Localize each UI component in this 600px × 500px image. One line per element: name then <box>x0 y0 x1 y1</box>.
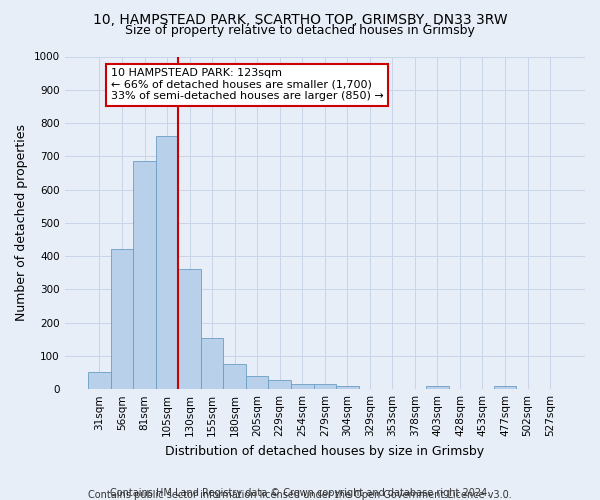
Bar <box>201 338 223 389</box>
Bar <box>246 376 268 389</box>
Bar <box>426 386 449 389</box>
Bar <box>88 372 111 389</box>
Bar <box>178 270 201 389</box>
Bar <box>291 384 314 389</box>
Bar <box>268 380 291 389</box>
Text: Size of property relative to detached houses in Grimsby: Size of property relative to detached ho… <box>125 24 475 37</box>
Bar <box>133 162 156 389</box>
Bar <box>156 136 178 389</box>
Bar <box>494 386 516 389</box>
Bar <box>336 386 359 389</box>
Text: 10, HAMPSTEAD PARK, SCARTHO TOP, GRIMSBY, DN33 3RW: 10, HAMPSTEAD PARK, SCARTHO TOP, GRIMSBY… <box>92 12 508 26</box>
Y-axis label: Number of detached properties: Number of detached properties <box>15 124 28 322</box>
Text: Contains HM Land Registry data © Crown copyright and database right 2024.: Contains HM Land Registry data © Crown c… <box>110 488 490 498</box>
Bar <box>314 384 336 389</box>
Bar <box>111 249 133 389</box>
Text: Contains public sector information licensed under the Open Government Licence v3: Contains public sector information licen… <box>88 490 512 500</box>
X-axis label: Distribution of detached houses by size in Grimsby: Distribution of detached houses by size … <box>165 444 484 458</box>
Bar <box>223 364 246 389</box>
Text: 10 HAMPSTEAD PARK: 123sqm
← 66% of detached houses are smaller (1,700)
33% of se: 10 HAMPSTEAD PARK: 123sqm ← 66% of detac… <box>111 68 383 102</box>
